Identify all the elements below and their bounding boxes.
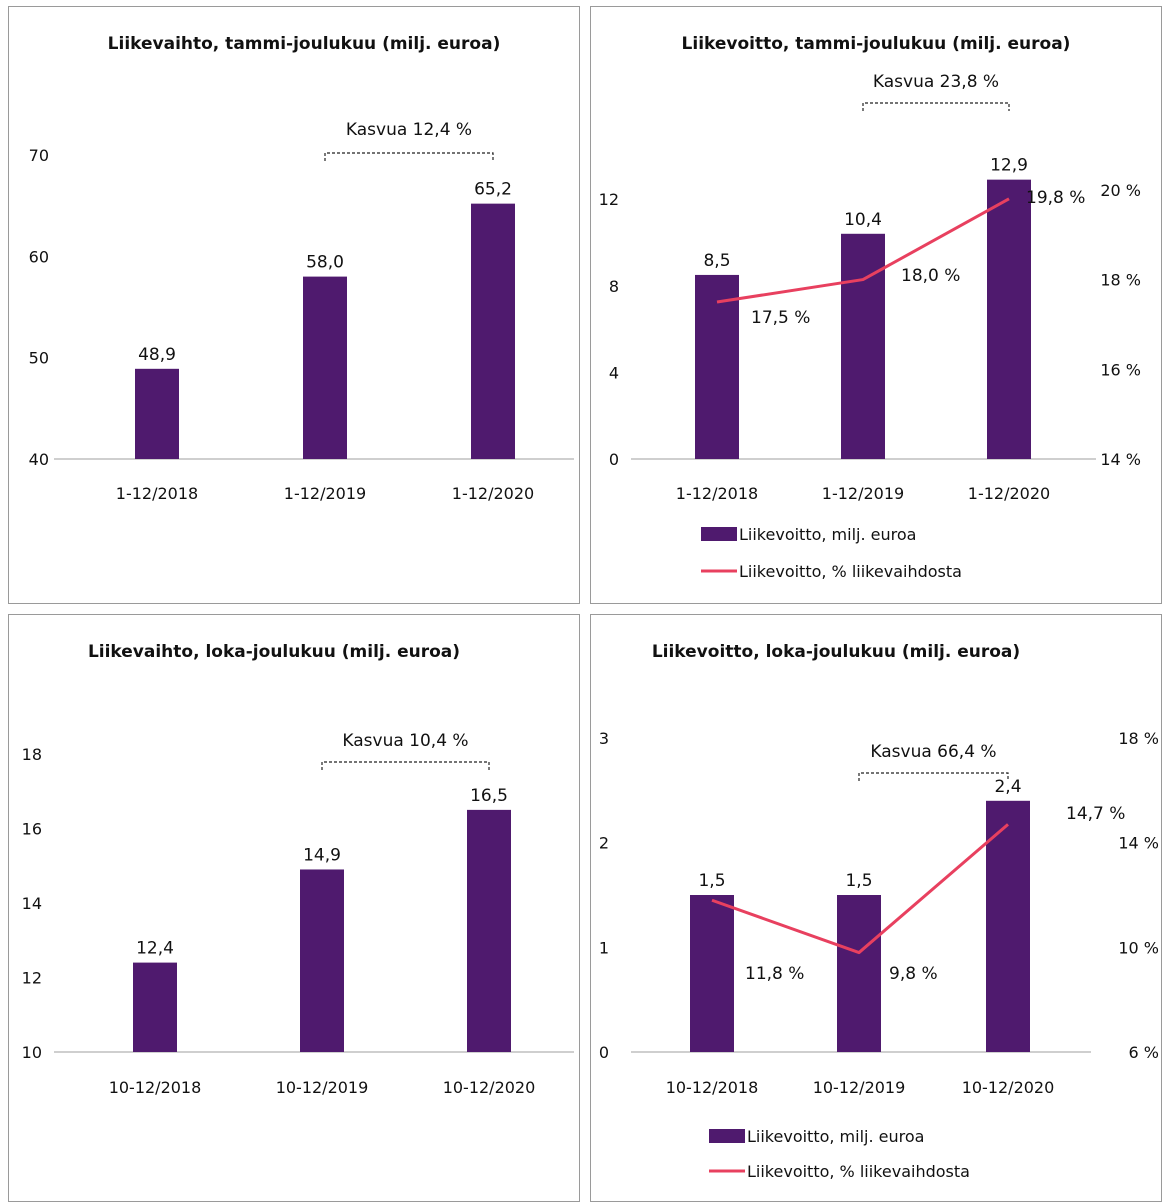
- line-value-label: 19,8 %: [1026, 188, 1085, 208]
- bar: [987, 179, 1031, 460]
- line-value-label: 18,0 %: [901, 266, 960, 286]
- bar: [303, 276, 347, 459]
- y-tick-label: 0: [599, 1043, 609, 1062]
- series-line: [711, 823, 1009, 955]
- bar: [690, 895, 734, 1052]
- bar-value-label: 58,0: [306, 253, 344, 273]
- chart-title: Liikevaihto, tammi-joulukuu (milj. euroa…: [108, 34, 501, 54]
- x-tick-label: 10-12/2018: [109, 1078, 202, 1097]
- bar: [300, 869, 344, 1052]
- x-tick-label: 1-12/2020: [452, 484, 534, 503]
- bar-value-label: 1,5: [698, 871, 725, 891]
- x-tick-label: 10-12/2019: [813, 1078, 906, 1097]
- growth-bracket: [324, 152, 494, 161]
- x-tick-label: 10-12/2020: [443, 1078, 536, 1097]
- bar-value-label: 1,5: [845, 871, 872, 891]
- y2-tick-label: 14 %: [1118, 834, 1159, 853]
- y2-tick-label: 18 %: [1100, 271, 1141, 290]
- bar-value-label: 65,2: [474, 180, 512, 200]
- growth-annotation: Kasvua 10,4 %: [342, 731, 468, 751]
- bar-value-label: 12,4: [136, 939, 174, 959]
- legend-bar-swatch: [709, 1129, 745, 1143]
- chart-ebit-q4: Liikevoitto, loka-joulukuu (milj. euroa)…: [599, 642, 1159, 1181]
- x-tick-label: 10-12/2020: [962, 1078, 1055, 1097]
- x-tick-label: 1-12/2020: [968, 484, 1050, 503]
- growth-bracket: [858, 772, 1009, 781]
- y2-tick-label: 10 %: [1118, 938, 1159, 957]
- y2-tick-label: 16 %: [1100, 360, 1141, 379]
- series-line: [716, 197, 1010, 304]
- chart-revenue-q4: Liikevaihto, loka-joulukuu (milj. euroa)…: [22, 642, 574, 1097]
- y-tick-label: 10: [22, 1043, 42, 1062]
- x-tick-label: 10-12/2018: [666, 1078, 759, 1097]
- bar: [837, 895, 881, 1052]
- x-tick-label: 1-12/2019: [284, 484, 366, 503]
- y2-tick-label: 14 %: [1100, 450, 1141, 469]
- y-tick-label: 1: [599, 938, 609, 957]
- y2-tick-label: 18 %: [1118, 729, 1159, 748]
- legend-bar-label: Liikevoitto, milj. euroa: [739, 525, 916, 544]
- x-tick-label: 1-12/2018: [116, 484, 198, 503]
- y-tick-label: 3: [599, 729, 609, 748]
- bar-value-label: 16,5: [470, 786, 508, 806]
- y-tick-label: 40: [29, 450, 49, 469]
- bar: [135, 368, 179, 459]
- bar-value-label: 8,5: [703, 251, 730, 271]
- y-tick-label: 16: [22, 820, 42, 839]
- y-tick-label: 0: [609, 450, 619, 469]
- line-value-label: 17,5 %: [751, 308, 810, 328]
- chart-title: Liikevoitto, tammi-joulukuu (milj. euroa…: [682, 34, 1071, 54]
- y-tick-label: 8: [609, 277, 619, 296]
- bar: [467, 809, 511, 1052]
- bar: [841, 233, 885, 459]
- bar-value-label: 14,9: [303, 845, 341, 865]
- chart-panel-revenue-year: Liikevaihto, tammi-joulukuu (milj. euroa…: [8, 6, 580, 604]
- y-tick-label: 12: [599, 190, 619, 209]
- bar-value-label: 12,9: [990, 156, 1028, 176]
- x-tick-label: 1-12/2019: [822, 484, 904, 503]
- growth-annotation: Kasvua 12,4 %: [346, 120, 472, 140]
- y-tick-label: 50: [29, 349, 49, 368]
- line-value-label: 11,8 %: [745, 964, 804, 984]
- legend-line-label: Liikevoitto, % liikevaihdosta: [747, 1162, 970, 1181]
- chart-ebit-year: Liikevoitto, tammi-joulukuu (milj. euroa…: [599, 34, 1141, 581]
- x-tick-label: 1-12/2018: [676, 484, 758, 503]
- y-tick-label: 4: [609, 363, 619, 382]
- chart-title: Liikevoitto, loka-joulukuu (milj. euroa): [652, 642, 1020, 662]
- growth-annotation: Kasvua 23,8 %: [873, 72, 999, 92]
- bar-value-label: 2,4: [994, 777, 1021, 797]
- y2-tick-label: 6 %: [1129, 1043, 1159, 1062]
- bar: [133, 962, 177, 1052]
- legend: Liikevoitto, milj. euroa Liikevoitto, % l…: [701, 525, 962, 581]
- bar-value-label: 48,9: [138, 345, 176, 365]
- legend-line-label: Liikevoitto, % liikevaihdosta: [739, 562, 962, 581]
- bar-value-label: 10,4: [844, 210, 882, 230]
- y-tick-label: 60: [29, 247, 49, 266]
- y-tick-label: 2: [599, 834, 609, 853]
- y-tick-label: 14: [22, 894, 42, 913]
- chart-revenue-year: Liikevaihto, tammi-joulukuu (milj. euroa…: [29, 34, 574, 503]
- line-value-label: 14,7 %: [1066, 804, 1125, 824]
- legend-bar-swatch: [701, 527, 737, 541]
- bar: [986, 800, 1030, 1052]
- y2-tick-label: 20 %: [1100, 181, 1141, 200]
- y-tick-label: 18: [22, 745, 42, 764]
- legend: Liikevoitto, milj. euroa Liikevoitto, % l…: [709, 1127, 970, 1181]
- growth-bracket: [862, 102, 1010, 111]
- y-tick-label: 70: [29, 146, 49, 165]
- legend-bar-label: Liikevoitto, milj. euroa: [747, 1127, 924, 1146]
- growth-annotation: Kasvua 66,4 %: [870, 742, 996, 762]
- chart-title: Liikevaihto, loka-joulukuu (milj. euroa): [88, 642, 460, 662]
- bar: [471, 203, 515, 459]
- chart-panel-ebit-year: Liikevoitto, tammi-joulukuu (milj. euroa…: [590, 6, 1162, 604]
- chart-panel-revenue-q4: Liikevaihto, loka-joulukuu (milj. euroa)…: [8, 614, 580, 1202]
- growth-bracket: [321, 761, 490, 770]
- y-tick-label: 12: [22, 969, 42, 988]
- line-value-label: 9,8 %: [889, 964, 938, 984]
- chart-panel-ebit-q4: Liikevoitto, loka-joulukuu (milj. euroa)…: [590, 614, 1162, 1202]
- bar: [695, 274, 739, 459]
- x-tick-label: 10-12/2019: [276, 1078, 369, 1097]
